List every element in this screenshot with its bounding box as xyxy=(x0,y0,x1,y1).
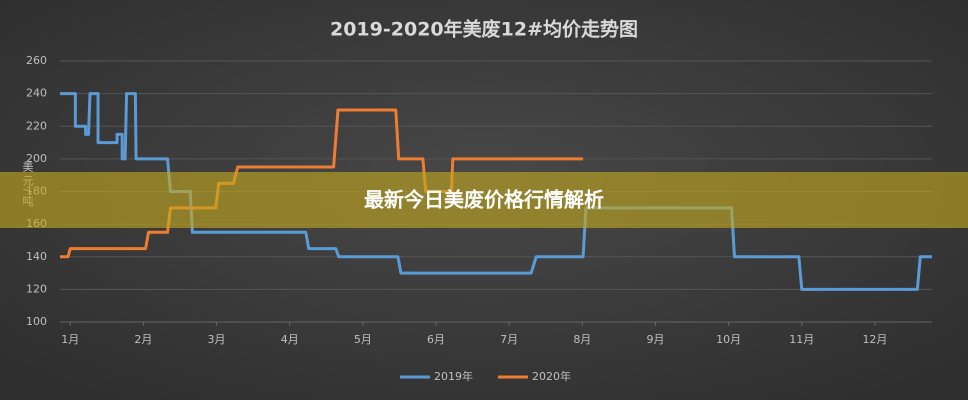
x-tick-label: 11月 xyxy=(789,333,814,346)
x-tick-label: 2月 xyxy=(134,333,152,346)
y-tick-label: 200 xyxy=(26,152,47,165)
x-tick-label: 7月 xyxy=(500,333,518,346)
x-tick-label: 1月 xyxy=(61,333,79,346)
x-tick-label: 10月 xyxy=(716,333,741,346)
x-tick-label: 6月 xyxy=(427,333,445,346)
chart-title: 2019-2020年美废12#均价走势图 xyxy=(330,18,638,41)
y-tick-label: 120 xyxy=(26,282,47,295)
legend-label: 2019年 xyxy=(434,369,473,383)
banner xyxy=(0,172,968,228)
y-tick-label: 100 xyxy=(26,315,47,328)
x-tick-label: 5月 xyxy=(354,333,372,346)
y-tick-label: 240 xyxy=(26,87,47,100)
x-tick-label: 3月 xyxy=(208,333,226,346)
x-tick-label: 8月 xyxy=(573,333,591,346)
y-tick-label: 140 xyxy=(26,250,47,263)
y-tick-label: 260 xyxy=(26,54,47,67)
legend-label: 2020年 xyxy=(532,369,571,383)
x-tick-label: 9月 xyxy=(646,333,664,346)
y-tick-label: 220 xyxy=(26,119,47,132)
x-tick-label: 12月 xyxy=(862,333,887,346)
banner-title: 最新今日美废价格行情解析 xyxy=(364,188,604,212)
x-tick-label: 4月 xyxy=(281,333,299,346)
